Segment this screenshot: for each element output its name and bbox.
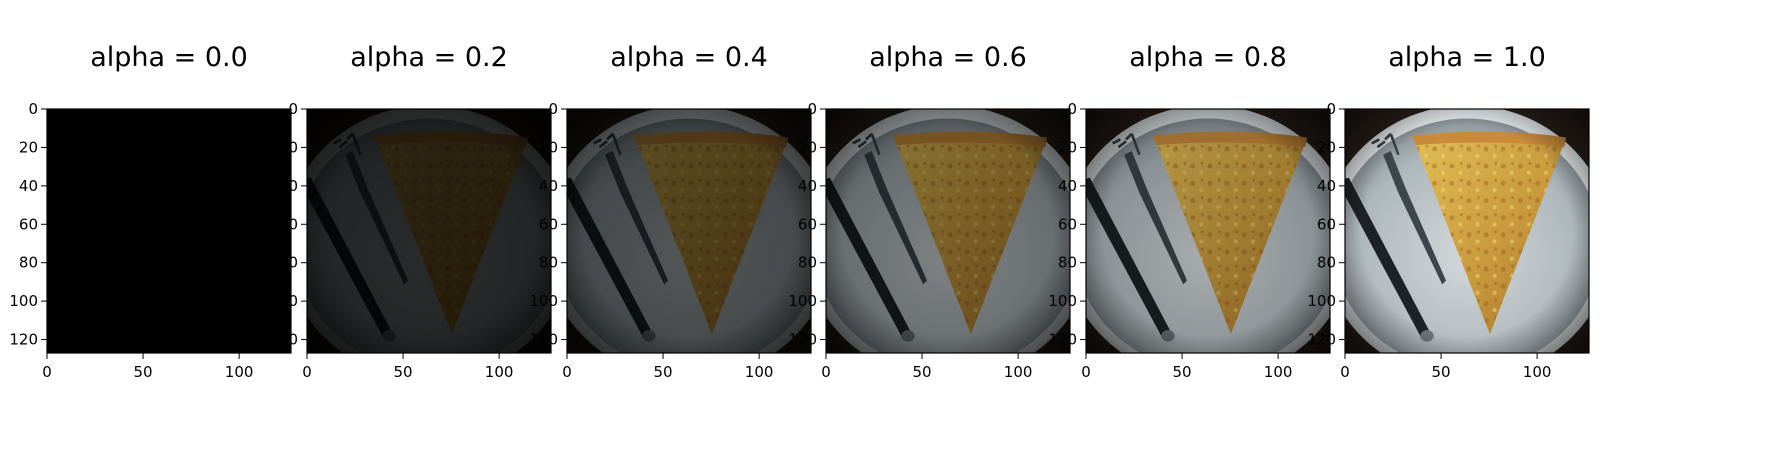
y-tick-label: 60 [1317, 215, 1336, 233]
y-tick-label: 80 [1317, 254, 1336, 272]
y-tick-label: 0 [28, 100, 38, 118]
y-tick-label: 0 [1326, 100, 1336, 118]
y-tick-label: 40 [539, 177, 558, 195]
x-tick-label: 0 [562, 363, 572, 381]
y-tick-label: 100 [1048, 292, 1077, 310]
x-tick-label: 0 [42, 363, 52, 381]
y-tick-label: 80 [1058, 254, 1077, 272]
axes-frame [1344, 108, 1590, 354]
y-tick-label: 20 [539, 138, 558, 156]
y-tick-label: 120 [9, 331, 38, 349]
panel-title: alpha = 0.4 [610, 42, 768, 73]
photo-image [307, 109, 551, 353]
y-tick-label: 40 [798, 177, 817, 195]
photo-image [47, 109, 291, 353]
x-tick-label: 50 [134, 363, 153, 381]
y-tick-label: 20 [798, 138, 817, 156]
alpha-overlay [826, 109, 1070, 353]
x-tick-label: 100 [745, 363, 774, 381]
x-tick-label: 0 [821, 363, 831, 381]
y-tick-label: 0 [548, 100, 558, 118]
photo-image [1086, 109, 1330, 353]
photo-vignette [1345, 109, 1589, 353]
x-tick-label: 50 [654, 363, 673, 381]
y-tick-label: 120 [1307, 331, 1336, 349]
panel-title: alpha = 0.8 [1129, 42, 1287, 73]
y-tick-label: 20 [1058, 138, 1077, 156]
x-tick-label: 0 [1081, 363, 1091, 381]
alpha-overlay [47, 109, 291, 353]
y-tick-label: 80 [19, 254, 38, 272]
y-tick-label: 120 [788, 331, 817, 349]
y-tick-label: 40 [1317, 177, 1336, 195]
y-tick-label: 120 [529, 331, 558, 349]
y-tick-label: 80 [279, 254, 298, 272]
y-tick-label: 100 [269, 292, 298, 310]
axes-frame [825, 108, 1071, 354]
y-tick-label: 60 [279, 215, 298, 233]
y-tick-label: 20 [19, 138, 38, 156]
alpha-overlay [307, 109, 551, 353]
y-tick-label: 0 [288, 100, 298, 118]
photo-vignette [826, 109, 1070, 353]
panel-title: alpha = 0.6 [869, 42, 1027, 73]
panel-title: alpha = 0.2 [350, 42, 508, 73]
y-tick-label: 100 [9, 292, 38, 310]
y-tick-label: 80 [798, 254, 817, 272]
photo-image [567, 109, 811, 353]
y-tick-label: 40 [1058, 177, 1077, 195]
x-tick-label: 50 [1432, 363, 1451, 381]
y-tick-label: 80 [539, 254, 558, 272]
y-tick-label: 60 [1058, 215, 1077, 233]
y-tick-label: 40 [19, 177, 38, 195]
panel-title: alpha = 1.0 [1388, 42, 1546, 73]
y-tick-label: 100 [1307, 292, 1336, 310]
x-tick-label: 100 [1004, 363, 1033, 381]
axes-frame [46, 108, 292, 354]
axes-frame [1085, 108, 1331, 354]
y-tick-label: 60 [798, 215, 817, 233]
y-tick-label: 100 [788, 292, 817, 310]
panel-title: alpha = 0.0 [90, 42, 248, 73]
x-tick-label: 0 [1340, 363, 1350, 381]
y-tick-label: 120 [1048, 331, 1077, 349]
y-tick-label: 40 [279, 177, 298, 195]
y-tick-label: 60 [19, 215, 38, 233]
y-tick-label: 0 [807, 100, 817, 118]
y-tick-label: 20 [279, 138, 298, 156]
x-tick-label: 100 [1264, 363, 1293, 381]
axes-frame [566, 108, 812, 354]
x-tick-label: 50 [1173, 363, 1192, 381]
x-tick-label: 0 [302, 363, 312, 381]
photo-vignette [1086, 109, 1330, 353]
x-tick-label: 50 [913, 363, 932, 381]
axes-frame [306, 108, 552, 354]
x-tick-label: 100 [1523, 363, 1552, 381]
y-tick-label: 20 [1317, 138, 1336, 156]
y-tick-label: 120 [269, 331, 298, 349]
x-tick-label: 100 [485, 363, 514, 381]
y-tick-label: 60 [539, 215, 558, 233]
y-tick-label: 0 [1067, 100, 1077, 118]
photo-image [1345, 109, 1589, 353]
x-tick-label: 50 [394, 363, 413, 381]
alpha-overlay [1086, 109, 1330, 353]
x-tick-label: 100 [225, 363, 254, 381]
alpha-overlay [567, 109, 811, 353]
photo-image [826, 109, 1070, 353]
y-tick-label: 100 [529, 292, 558, 310]
